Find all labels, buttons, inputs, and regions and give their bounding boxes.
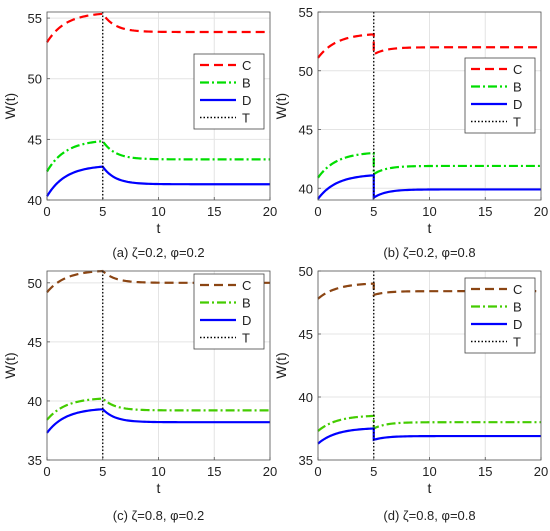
y-tick-label: 40 bbox=[299, 390, 313, 405]
y-axis-label: W(t) bbox=[2, 352, 18, 378]
legend-box bbox=[464, 277, 536, 354]
chart-panel: 0 5 10 15 20 35 40 45 50 t W(t) (c) ζ=0.8, φ=0.2 CBD… bbox=[2, 269, 277, 523]
x-tick-label: 20 bbox=[534, 464, 548, 479]
y-tick-label: 40 bbox=[28, 193, 42, 208]
y-tick-label: 45 bbox=[299, 327, 313, 342]
legend-label-B: B bbox=[513, 300, 522, 315]
legend-label-T: T bbox=[242, 331, 250, 346]
x-tick-label: 5 bbox=[370, 204, 377, 219]
x-tick-label: 15 bbox=[207, 204, 221, 219]
y-tick-label: 35 bbox=[28, 453, 42, 468]
series-line-C bbox=[317, 33, 541, 59]
x-axis-label: t bbox=[428, 220, 432, 236]
x-tick-label: 10 bbox=[422, 464, 436, 479]
legend-label-D: D bbox=[242, 93, 251, 108]
x-tick-label: 5 bbox=[99, 464, 106, 479]
legend-label-D: D bbox=[513, 317, 522, 332]
x-tick-label: 10 bbox=[151, 464, 165, 479]
series-line-B bbox=[317, 151, 541, 179]
y-tick-label: 50 bbox=[28, 72, 42, 87]
legend-label-B: B bbox=[513, 80, 522, 95]
y-tick-label: 45 bbox=[28, 335, 42, 350]
x-tick-label: 20 bbox=[263, 464, 277, 479]
x-axis-label: t bbox=[428, 480, 432, 496]
y-tick-label: 45 bbox=[28, 132, 42, 147]
y-tick-label: 40 bbox=[28, 394, 42, 409]
legend-box bbox=[464, 57, 536, 134]
y-tick-label: 50 bbox=[299, 264, 313, 279]
y-tick-label: 40 bbox=[299, 181, 313, 196]
legend-label-B: B bbox=[242, 76, 251, 91]
y-tick-label: 55 bbox=[299, 5, 313, 20]
y-tick-label: 45 bbox=[299, 123, 313, 138]
x-tick-label: 0 bbox=[314, 464, 321, 479]
y-tick-label: 50 bbox=[28, 276, 42, 291]
x-tick-label: 15 bbox=[478, 464, 492, 479]
x-tick-label: 5 bbox=[370, 464, 377, 479]
x-tick-label: 0 bbox=[43, 204, 50, 219]
series-line-D bbox=[317, 427, 541, 445]
y-tick-label: 50 bbox=[299, 64, 313, 79]
legend-label-T: T bbox=[513, 115, 521, 130]
y-axis-label: W(t) bbox=[273, 93, 289, 119]
y-tick-label: 35 bbox=[299, 453, 313, 468]
legend-box bbox=[193, 53, 265, 130]
series-line-D bbox=[46, 408, 270, 434]
legend-label-D: D bbox=[242, 313, 251, 328]
legend-label-C: C bbox=[242, 58, 251, 73]
panel-caption: (c) ζ=0.8, φ=0.2 bbox=[113, 508, 204, 523]
chart-panel: 0 5 10 15 20 40 45 50 55 t W(t) (a) ζ=0.2, φ=0.2 CBD… bbox=[2, 11, 277, 260]
series-line-C bbox=[317, 282, 541, 300]
legend-label-B: B bbox=[242, 296, 251, 311]
y-axis-label: W(t) bbox=[273, 352, 289, 378]
x-tick-label: 15 bbox=[478, 204, 492, 219]
legend-label-T: T bbox=[513, 335, 521, 350]
series-line-D bbox=[317, 174, 541, 200]
legend-label-T: T bbox=[242, 111, 250, 126]
series-line-B bbox=[46, 140, 270, 173]
x-tick-label: 5 bbox=[99, 204, 106, 219]
x-tick-label: 15 bbox=[207, 464, 221, 479]
series-line-C bbox=[46, 12, 270, 43]
chart-panel: 0 5 10 15 20 35 40 45 50 t W(t) (d) ζ=0.8, φ=0.8 CBD… bbox=[273, 264, 548, 523]
panel-caption: (d) ζ=0.8, φ=0.8 bbox=[383, 508, 475, 523]
x-tick-label: 0 bbox=[314, 204, 321, 219]
legend-label-C: C bbox=[513, 62, 522, 77]
legend-label-C: C bbox=[513, 282, 522, 297]
chart-panel: 0 5 10 15 20 40 45 50 55 t W(t) (b) ζ=0.2, φ=0.8 CBD… bbox=[273, 5, 548, 260]
x-tick-label: 20 bbox=[534, 204, 548, 219]
series-line-D bbox=[46, 165, 270, 197]
legend-box bbox=[193, 273, 265, 350]
x-tick-label: 0 bbox=[43, 464, 50, 479]
x-axis-label: t bbox=[157, 480, 161, 496]
x-axis-label: t bbox=[157, 220, 161, 236]
x-tick-label: 20 bbox=[263, 204, 277, 219]
x-tick-label: 10 bbox=[422, 204, 436, 219]
legend-label-C: C bbox=[242, 278, 251, 293]
y-tick-label: 55 bbox=[28, 11, 42, 26]
panel-caption: (a) ζ=0.2, φ=0.2 bbox=[112, 245, 204, 260]
panel-caption: (b) ζ=0.2, φ=0.8 bbox=[383, 245, 475, 260]
series-line-B bbox=[46, 397, 270, 421]
legend-label-D: D bbox=[513, 97, 522, 112]
x-tick-label: 10 bbox=[151, 204, 165, 219]
y-axis-label: W(t) bbox=[2, 93, 18, 119]
